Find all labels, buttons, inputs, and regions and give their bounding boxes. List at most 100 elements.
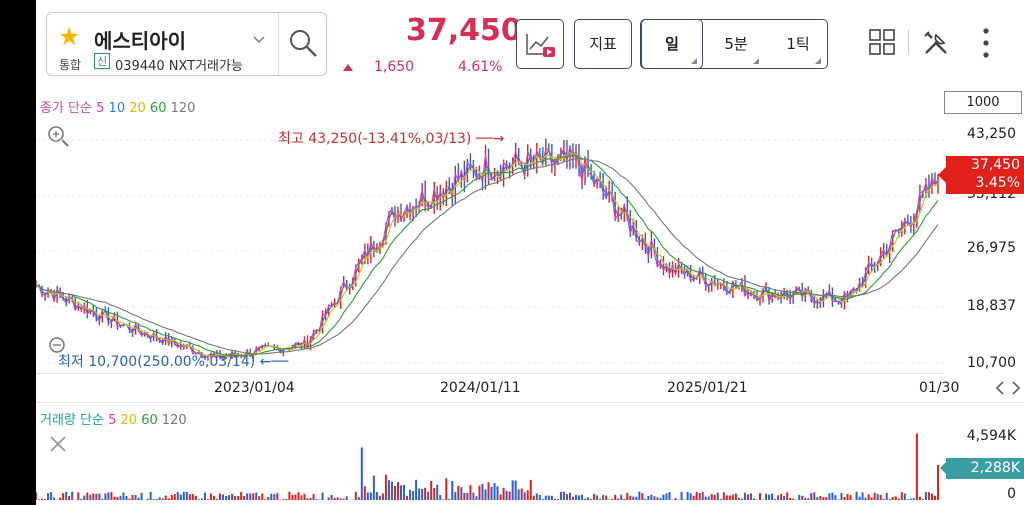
volume-bar xyxy=(110,492,113,500)
volume-bar xyxy=(366,492,369,500)
volume-bar xyxy=(390,481,393,500)
volume-bar xyxy=(816,497,819,500)
volume-bar xyxy=(273,493,276,500)
stock-name[interactable]: 에스티아이 xyxy=(94,29,186,53)
current-volume-tag: 2,288K xyxy=(940,458,1024,479)
volume-bar xyxy=(792,498,795,500)
scroll-buttons[interactable] xyxy=(994,376,1022,400)
volume-bar xyxy=(62,493,65,500)
volume-bar xyxy=(581,494,584,500)
volume-bar xyxy=(734,493,737,500)
period-5min[interactable]: 5분 xyxy=(724,35,748,53)
volume-bar xyxy=(339,498,342,500)
volume-bar xyxy=(514,480,517,500)
scroll-left-icon[interactable] xyxy=(995,381,1004,395)
volume-bar xyxy=(665,493,668,500)
volume-bar xyxy=(182,491,185,500)
volume-legend[interactable]: 거래량 단순 5 20 60 120 xyxy=(40,409,187,428)
volume-bar xyxy=(614,494,617,500)
volume-bar xyxy=(44,499,47,500)
indicator-button[interactable]: 지표 xyxy=(574,19,632,69)
volume-bar xyxy=(50,492,53,500)
vma-5: 5 xyxy=(108,413,117,428)
chevron-down-icon[interactable] xyxy=(253,33,265,45)
volume-bar xyxy=(882,498,885,500)
volume-bar xyxy=(571,496,574,500)
volume-bar xyxy=(412,491,415,500)
volume-bar xyxy=(704,496,707,500)
volume-bar xyxy=(384,474,387,500)
volume-bar xyxy=(267,497,270,500)
tools-icon[interactable] xyxy=(922,29,950,57)
y-tick-3: 26,975 xyxy=(967,240,1016,256)
volume-bar xyxy=(740,498,743,500)
volume-bar xyxy=(176,491,179,500)
volume-bar xyxy=(212,495,215,500)
volume-bar xyxy=(240,491,243,500)
volume-bar xyxy=(80,498,83,500)
volume-bar xyxy=(692,495,695,500)
volume-bar xyxy=(36,492,37,500)
ma-legend[interactable]: 종가 단순 5 10 20 60 120 xyxy=(40,97,195,116)
volume-bar xyxy=(752,498,755,500)
chart-video-button[interactable] xyxy=(516,19,564,69)
volume-bar xyxy=(415,479,418,500)
price-plot[interactable] xyxy=(36,88,944,373)
ma-5: 5 xyxy=(96,101,105,116)
search-icon[interactable] xyxy=(287,27,319,59)
volume-bar xyxy=(152,499,155,500)
volume-bar xyxy=(641,493,644,500)
volume-bar xyxy=(680,491,683,500)
volume-bar xyxy=(638,491,641,500)
volume-bar xyxy=(288,491,291,500)
volume-bar xyxy=(321,492,324,500)
stock-selector[interactable]: ★ 에스티아이 통합 신 039440 NXT거래가능 xyxy=(46,12,327,76)
volume-bar xyxy=(599,498,602,500)
star-icon[interactable]: ★ xyxy=(58,22,81,51)
volume-plot[interactable] xyxy=(36,420,944,502)
volume-bar xyxy=(759,493,762,500)
volume-bar xyxy=(496,486,499,500)
volume-bar xyxy=(834,495,837,500)
volume-bar xyxy=(387,480,390,500)
volume-bar xyxy=(149,491,152,500)
volume-bar xyxy=(137,497,140,500)
volume-bar xyxy=(216,498,219,500)
volume-bar xyxy=(674,497,677,500)
volume-bar xyxy=(635,496,638,500)
period-1tick[interactable]: 1틱 xyxy=(786,35,810,53)
more-vertical-icon[interactable] xyxy=(982,27,990,59)
vma-120: 120 xyxy=(161,413,187,428)
level-box[interactable]: 1000 xyxy=(944,91,1022,114)
volume-bar xyxy=(876,493,879,500)
close-icon[interactable] xyxy=(48,434,68,454)
volume-bar xyxy=(194,496,197,500)
volume-bar xyxy=(427,491,430,500)
volume-bar xyxy=(243,495,246,500)
volume-bar xyxy=(442,499,445,500)
volume-bar xyxy=(276,493,279,500)
volume-bar xyxy=(743,492,746,500)
volume-bar xyxy=(804,497,807,500)
x-tick-4: 01/30 xyxy=(919,380,960,396)
volume-bar xyxy=(550,495,553,500)
volume-bar xyxy=(206,499,209,500)
volume-bar xyxy=(252,493,255,500)
volume-bar xyxy=(620,494,623,500)
volume-bar xyxy=(303,493,306,500)
volume-bar xyxy=(128,498,131,500)
volume-bar xyxy=(749,493,752,500)
stock-code: 039440 NXT거래가능 xyxy=(115,59,243,74)
zoom-out-icon[interactable] xyxy=(48,336,66,354)
grid-layout-icon[interactable] xyxy=(869,29,895,55)
volume-bar xyxy=(544,495,547,500)
volume-bar xyxy=(191,494,194,500)
volume-bar xyxy=(644,498,647,500)
volume-bar xyxy=(357,496,360,500)
volume-bar xyxy=(460,487,463,500)
current-price-tag-value: 37,450 xyxy=(971,157,1020,173)
volume-bar xyxy=(264,499,267,500)
scroll-right-icon[interactable] xyxy=(1012,381,1021,395)
volume-bar xyxy=(559,491,562,500)
volume-legend-label: 거래량 단순 xyxy=(40,413,104,428)
